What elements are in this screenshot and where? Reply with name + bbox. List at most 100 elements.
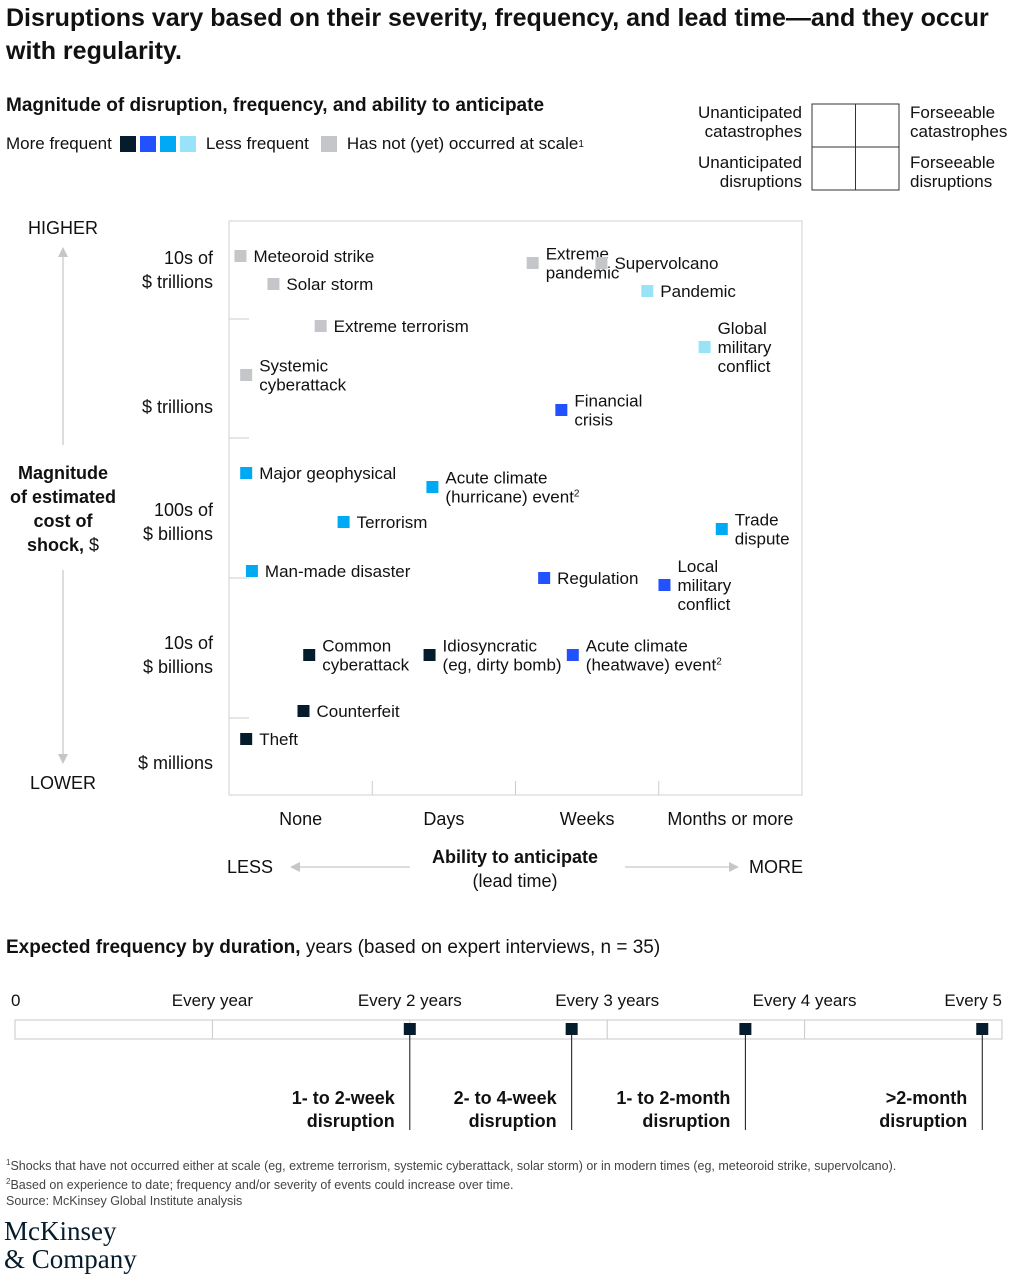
data-point-label: Major geophysical [259, 464, 396, 483]
legend-swatch-blue [139, 136, 156, 152]
footnote-1-text: Shocks that have not occurred either at … [10, 1159, 897, 1174]
data-point-label: Financial [574, 392, 642, 411]
scatter-chart: None Days Weeks Months or more 10s of $ trill… [10, 218, 1003, 1131]
legend-not-occurred: Has not (yet) occurred at scale [346, 134, 579, 153]
data-point-label: cyberattack [259, 376, 346, 395]
data-point-label: Acute climate [445, 469, 547, 488]
timeline-marker-label: disruption [642, 1111, 730, 1131]
x-axis-high-label: MORE [749, 857, 803, 877]
data-point-label: Acute climate [586, 637, 688, 656]
data-point-marker [698, 341, 711, 353]
data-point-label: (hurricane) event2 [445, 488, 580, 507]
data-point-marker [426, 481, 439, 493]
timeline-marker-label: >2-month [886, 1088, 968, 1108]
data-point-marker [526, 257, 539, 269]
y-axis-low-label: LOWER [30, 773, 96, 793]
y-tick-label: $ billions [143, 657, 213, 677]
timeline-tick-label: Every year [172, 991, 254, 1010]
y-axis-title: Magnitude [18, 463, 108, 483]
timeline-tick-label: Every 4 years [753, 991, 857, 1010]
x-axis-low-label: LESS [227, 857, 273, 877]
quad-key-bottom-right: Forseeable disruptions [910, 153, 995, 191]
data-point: Major geophysical [240, 464, 396, 483]
data-point-marker [267, 278, 280, 290]
timeline-title: Expected frequency by duration, years (b… [6, 937, 660, 959]
y-tick-label: $ millions [138, 753, 213, 773]
data-point-label: Terrorism [357, 513, 428, 532]
quad-key-bottom-left: Unanticipated disruptions [650, 153, 802, 191]
data-point: Supervolcano [595, 254, 718, 273]
timeline-marker-label: disruption [879, 1111, 967, 1131]
quad-key-label: disruptions [719, 172, 802, 191]
y-axis-arrow-down-icon [58, 754, 68, 764]
quad-key-top-left: Unanticipated catastrophes [650, 103, 802, 141]
data-point-label: (eg, dirty bomb) [443, 656, 562, 675]
y-axis-title: cost of [33, 511, 93, 531]
y-tick-label: $ billions [143, 524, 213, 544]
data-point-marker [538, 572, 551, 584]
timeline-marker-square [403, 1023, 416, 1035]
data-point-label: dispute [735, 530, 790, 549]
data-point-marker [555, 404, 568, 416]
data-point-label: Systemic [259, 357, 328, 376]
mckinsey-logo: McKinsey & Company [4, 1217, 137, 1273]
data-point-label: conflict [677, 595, 730, 614]
y-axis-title: of estimated [10, 487, 116, 507]
footnote-1: 1Shocks that have not occurred either at… [6, 1155, 1011, 1174]
data-point: Regulation [538, 569, 638, 588]
legend-less-frequent: Less frequent [205, 134, 309, 153]
data-point-marker [566, 649, 579, 661]
quad-key-label: disruptions [910, 172, 993, 191]
data-point-marker [245, 565, 258, 577]
data-point-label: Man-made disaster [265, 562, 411, 581]
timeline-marker-square [565, 1023, 578, 1035]
data-point: Counterfeit [297, 702, 400, 721]
timeline-marker-label: 2- to 4-week [454, 1088, 558, 1108]
x-axis-title: Ability to anticipate [432, 847, 598, 867]
data-point-label: Local [677, 557, 718, 576]
data-point-label: Supervolcano [614, 254, 718, 273]
legend-more-frequent: More frequent [6, 134, 112, 153]
data-point: Extreme terrorism [314, 317, 469, 336]
logo-line-2: & Company [4, 1244, 137, 1274]
timeline-marker: >2-month disruption [879, 1023, 989, 1131]
timeline-tick-label: Every 5 [944, 991, 1002, 1010]
y-tick-label: 100s of [154, 500, 214, 520]
data-point-label: Extreme terrorism [334, 317, 469, 336]
x-axis-subtitle: (lead time) [472, 871, 557, 891]
footnote-2-marker: 2 [6, 1177, 11, 1187]
timeline-marker: 1- to 2-week disruption [292, 1023, 416, 1131]
data-point-label: Extreme [546, 245, 609, 264]
quad-key-label: catastrophes [910, 122, 1008, 141]
data-point: Acute climate(hurricane) event2 [426, 469, 580, 507]
data-point-marker [595, 257, 608, 269]
data-point-label: Solar storm [286, 275, 373, 294]
data-point-label: Common [322, 637, 391, 656]
data-point-label: Counterfeit [316, 702, 399, 721]
data-point-label: conflict [718, 357, 771, 376]
page-title: Disruptions vary based on their severity… [6, 4, 989, 65]
data-point-marker [658, 579, 671, 591]
legend-swatch-navy [119, 136, 136, 152]
x-tick-label: Days [423, 809, 464, 829]
data-point-marker [715, 523, 728, 535]
chart-subtitle: Magnitude of disruption, frequency, and … [6, 95, 545, 116]
legend-swatch-gray [320, 136, 337, 152]
quad-key-label: Unanticipated [698, 103, 802, 122]
data-point-label-sup: 2 [574, 489, 580, 500]
timeline-bar [14, 1019, 1003, 1040]
timeline-title-bold: Expected frequency by duration, [6, 937, 301, 958]
data-point-marker [297, 705, 310, 717]
source-note: Source: McKinsey Global Institute analys… [6, 1194, 243, 1209]
timeline-marker-label: 1- to 2-month [616, 1088, 730, 1108]
y-axis-title: shock, $ [27, 535, 99, 555]
y-axis-title-bold: shock, [27, 535, 84, 555]
data-point-label: Pandemic [660, 282, 736, 301]
data-point-marker [240, 467, 253, 479]
data-point: Meteoroid strike [234, 247, 374, 266]
data-point-label: Trade [735, 511, 779, 530]
x-tick-label: Months or more [667, 809, 793, 829]
